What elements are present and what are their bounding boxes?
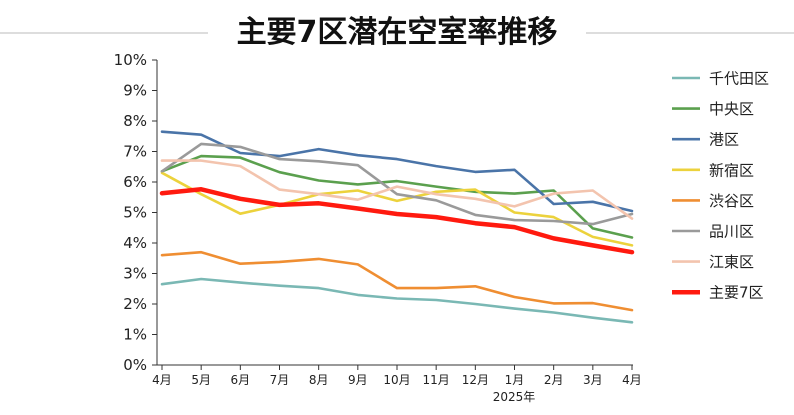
series-line-2 (160, 154, 634, 239)
legend-label: 江東区 (709, 253, 754, 271)
y-tick-label: 5% (123, 204, 147, 222)
legend-label: 渋谷区 (709, 192, 754, 210)
chart-title: 主要7区潜在空室率推移 (237, 15, 558, 50)
legend-label: 港区 (709, 131, 739, 149)
x-tick-label: 2月 (544, 373, 564, 387)
x-axis-ticks: 4月 5月 6月 7月 8月 9月 10月 11月 12月 1月 2月 3月 4月 (152, 365, 642, 387)
x-tick-label: 8月 (309, 373, 329, 387)
y-tick-label: 6% (123, 173, 147, 191)
series-line-4 (160, 171, 634, 247)
legend-label: 中央区 (709, 100, 754, 118)
x-tick-label: 4月 (622, 373, 642, 387)
series-line-6 (160, 142, 634, 226)
y-tick-label: 8% (123, 112, 147, 130)
y-tick-label: 10% (114, 51, 147, 69)
x-tick-label: 3月 (583, 373, 603, 387)
legend-label: 主要7区 (709, 284, 764, 302)
y-tick-label: 7% (123, 143, 147, 161)
x-tick-label: 11月 (423, 373, 450, 387)
year-annotation: 2025年 (493, 390, 536, 404)
series-line-3 (160, 130, 634, 213)
series-line-8 (159, 187, 635, 255)
x-tick-label: 7月 (270, 373, 290, 387)
x-tick-label: 1月 (505, 373, 525, 387)
series-line-1 (160, 277, 634, 324)
x-tick-label: 10月 (383, 373, 410, 387)
y-tick-label: 4% (123, 234, 147, 252)
x-tick-label: 5月 (191, 373, 211, 387)
legend-label: 千代田区 (709, 70, 769, 88)
y-axis-ticks: 0% 1% 2% 3% 4% 5% 6% 7% 8% 9% 10% (114, 51, 157, 374)
x-tick-label: 9月 (348, 373, 368, 387)
legend-label: 新宿区 (709, 161, 754, 179)
series-line-5 (160, 250, 634, 312)
y-tick-label: 2% (123, 295, 147, 313)
x-tick-label: 12月 (462, 373, 489, 387)
y-tick-label: 9% (123, 82, 147, 100)
y-tick-label: 0% (123, 356, 147, 374)
series-layer (159, 130, 635, 324)
legend-label: 品川区 (709, 223, 754, 241)
series-line-7 (160, 159, 634, 220)
x-tick-label: 4月 (152, 373, 172, 387)
y-tick-label: 3% (123, 265, 147, 283)
x-tick-label: 6月 (231, 373, 251, 387)
y-tick-label: 1% (123, 326, 147, 344)
